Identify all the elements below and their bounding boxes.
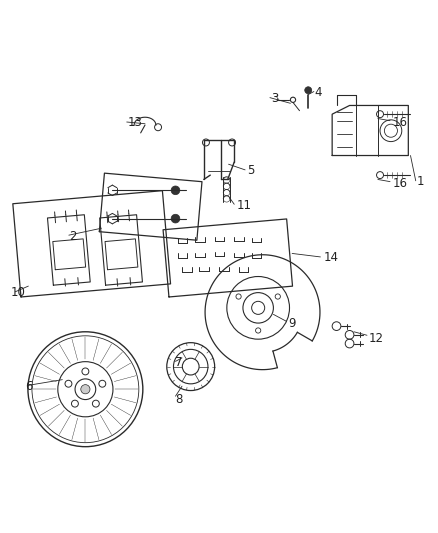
Circle shape xyxy=(305,87,312,94)
Text: 8: 8 xyxy=(176,393,183,406)
Circle shape xyxy=(81,385,90,394)
Circle shape xyxy=(171,214,180,223)
Text: 16: 16 xyxy=(393,177,408,190)
Text: 14: 14 xyxy=(323,251,339,264)
Text: 2: 2 xyxy=(69,230,76,243)
Circle shape xyxy=(171,186,180,195)
Text: 4: 4 xyxy=(315,86,322,99)
Text: 7: 7 xyxy=(176,356,183,369)
Text: 10: 10 xyxy=(11,286,26,299)
Text: 11: 11 xyxy=(237,199,251,212)
Text: 3: 3 xyxy=(271,92,279,106)
Text: 6: 6 xyxy=(25,379,33,393)
Text: 12: 12 xyxy=(369,332,384,345)
Text: 13: 13 xyxy=(127,116,142,130)
Text: 9: 9 xyxy=(289,317,296,329)
Text: 5: 5 xyxy=(247,164,254,177)
Text: 1: 1 xyxy=(417,175,424,188)
Text: 16: 16 xyxy=(393,116,408,130)
